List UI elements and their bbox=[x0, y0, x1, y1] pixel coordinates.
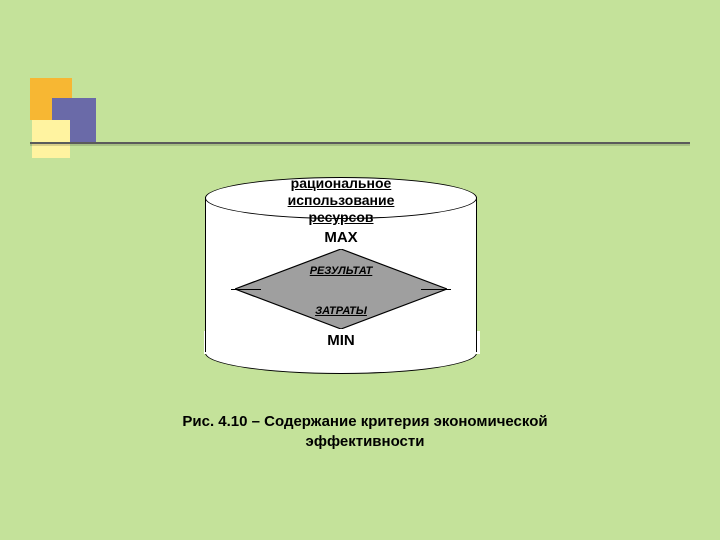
rhombus-connector-right bbox=[421, 289, 451, 290]
rhombus-label-cost: ЗАТРАТЫ bbox=[235, 305, 447, 317]
result-cost-rhombus: РЕЗУЛЬТАТ ЗАТРАТЫ bbox=[235, 249, 447, 329]
max-label: MAX bbox=[205, 229, 477, 246]
rhombus-connector-left bbox=[231, 289, 261, 290]
rhombus-shape bbox=[235, 249, 447, 329]
rhombus-label-result: РЕЗУЛЬТАТ bbox=[235, 265, 447, 277]
header-divider bbox=[30, 142, 690, 144]
cylinder-top-label-line1: рациональное bbox=[205, 175, 477, 192]
cylinder-top-label-line3: ресурсов bbox=[205, 209, 477, 226]
cylinder-top-label-line2: использование bbox=[205, 192, 477, 209]
logo-square bbox=[32, 120, 70, 158]
efficiency-cylinder-diagram: рациональное использование ресурсов MAX … bbox=[205, 177, 477, 372]
figure-caption: Рис. 4.10 – Содержание критерия экономич… bbox=[150, 412, 580, 452]
min-label: MIN bbox=[205, 332, 477, 349]
